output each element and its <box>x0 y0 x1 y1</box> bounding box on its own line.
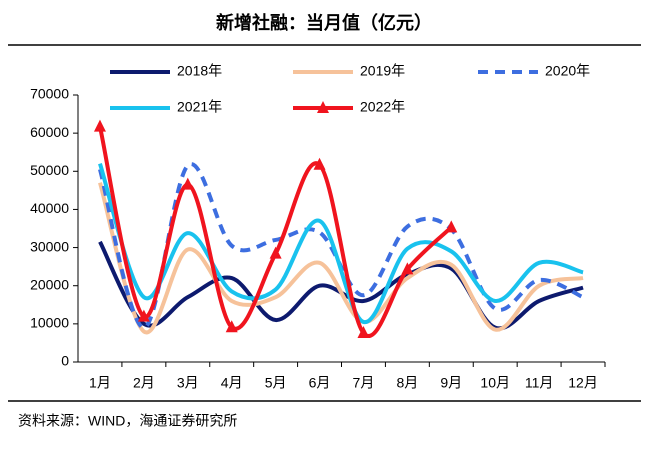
point-marker <box>93 119 106 132</box>
series-line <box>98 126 453 338</box>
x-tick-label: 11月 <box>525 375 554 391</box>
x-tick-label: 5月 <box>265 375 287 391</box>
y-tick-label: 50000 <box>30 162 69 178</box>
legend-label: 2019年 <box>360 63 405 79</box>
x-tick-label: 6月 <box>309 375 331 391</box>
point-marker <box>269 246 282 259</box>
legend-label: 2021年 <box>177 99 222 115</box>
x-tick-label: 10月 <box>480 375 510 391</box>
x-tick-label: 2月 <box>133 375 155 391</box>
x-tick-label: 3月 <box>177 375 199 391</box>
y-tick-label: 30000 <box>30 238 69 254</box>
legend-marker <box>317 101 329 113</box>
legend-label: 2020年 <box>545 63 590 79</box>
chart-title: 新增社融：当月值（亿元） <box>216 12 432 33</box>
point-marker <box>137 309 150 322</box>
x-tick-label: 12月 <box>568 375 598 391</box>
y-tick-label: 0 <box>61 353 69 369</box>
y-tick-label: 20000 <box>30 276 69 292</box>
source-note: 资料来源：WIND，海通证券研究所 <box>18 413 237 429</box>
point-marker <box>401 262 414 275</box>
point-marker <box>445 220 458 233</box>
series-line <box>98 162 584 330</box>
y-tick-label: 70000 <box>30 86 69 102</box>
legend-label: 2018年 <box>177 63 222 79</box>
x-tick-label: 8月 <box>396 375 418 391</box>
point-marker <box>181 177 194 190</box>
x-tick-label: 4月 <box>221 375 243 391</box>
y-tick-label: 60000 <box>30 124 69 140</box>
point-marker <box>313 157 326 170</box>
y-tick-label: 40000 <box>30 200 69 216</box>
point-marker <box>357 326 370 339</box>
point-marker <box>225 320 238 333</box>
legend-label: 2022年 <box>360 99 405 115</box>
series-line <box>98 163 584 324</box>
x-tick-label: 7月 <box>353 375 375 391</box>
series-line <box>98 182 584 335</box>
y-tick-label: 10000 <box>30 315 69 331</box>
x-tick-label: 9月 <box>440 375 462 391</box>
x-tick-label: 1月 <box>89 375 111 391</box>
